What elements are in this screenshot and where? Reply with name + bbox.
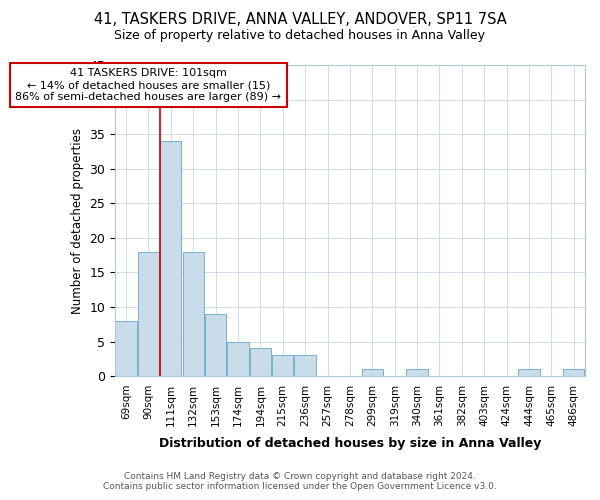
X-axis label: Distribution of detached houses by size in Anna Valley: Distribution of detached houses by size … <box>159 437 541 450</box>
Text: Size of property relative to detached houses in Anna Valley: Size of property relative to detached ho… <box>115 29 485 42</box>
Bar <box>205 314 226 376</box>
Bar <box>272 356 293 376</box>
Bar <box>563 369 584 376</box>
Bar <box>182 252 204 376</box>
Text: 41, TASKERS DRIVE, ANNA VALLEY, ANDOVER, SP11 7SA: 41, TASKERS DRIVE, ANNA VALLEY, ANDOVER,… <box>94 12 506 26</box>
Bar <box>227 342 248 376</box>
Bar <box>518 369 539 376</box>
Bar <box>138 252 159 376</box>
Bar <box>160 141 181 376</box>
Text: Contains HM Land Registry data © Crown copyright and database right 2024.
Contai: Contains HM Land Registry data © Crown c… <box>103 472 497 491</box>
Bar <box>406 369 428 376</box>
Y-axis label: Number of detached properties: Number of detached properties <box>71 128 83 314</box>
Bar <box>250 348 271 376</box>
Bar <box>362 369 383 376</box>
Bar <box>115 321 137 376</box>
Text: 41 TASKERS DRIVE: 101sqm
← 14% of detached houses are smaller (15)
86% of semi-d: 41 TASKERS DRIVE: 101sqm ← 14% of detach… <box>16 68 281 102</box>
Bar <box>295 356 316 376</box>
